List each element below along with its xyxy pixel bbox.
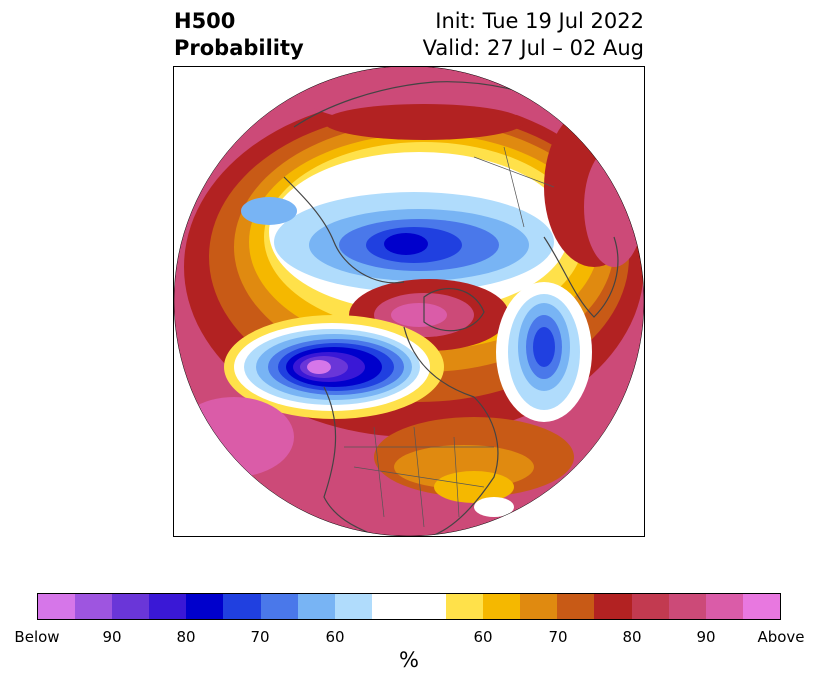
country-border — [503, 146, 525, 228]
colorbar-tick: 70 — [250, 628, 270, 646]
colorbar-tick: 90 — [696, 628, 716, 646]
colorbar-swatch — [75, 594, 113, 619]
colorbar-swatch — [668, 594, 706, 619]
state-border — [373, 426, 385, 518]
colorbar-tick: 80 — [176, 628, 196, 646]
colorbar-swatch — [557, 594, 595, 619]
colorbar-swatch — [112, 594, 150, 619]
colorbar-tick: 60 — [325, 628, 345, 646]
colorbar-swatch — [334, 594, 372, 619]
colorbar-swatch — [223, 594, 261, 619]
colorbar-tick: 80 — [622, 628, 642, 646]
alaska-low-core — [307, 360, 331, 374]
title-product: Probability — [174, 36, 304, 60]
colorbar-tick: 70 — [548, 628, 568, 646]
map-layers — [174, 67, 644, 536]
colorbar-tick: 60 — [473, 628, 493, 646]
political-borders — [344, 146, 555, 528]
title-variable: H500 — [174, 9, 236, 33]
greenland-coast — [423, 288, 485, 332]
colorbar-swatch — [446, 594, 484, 619]
arctic-coast — [283, 176, 405, 284]
colorbar-swatch — [742, 594, 780, 619]
state-border — [413, 426, 425, 528]
colorbar-swatch — [631, 594, 669, 619]
colorbar-swatch — [483, 594, 521, 619]
bering-low-secondary — [241, 197, 297, 225]
scandinavia-coast — [543, 236, 619, 318]
colorbar-swatch — [520, 594, 558, 619]
colorbar-swatch — [705, 594, 743, 619]
southeast-band — [434, 471, 514, 503]
north-american-west-coast — [323, 386, 375, 536]
valid-period: Valid: 27 Jul – 02 Aug — [422, 36, 644, 60]
north-american-east-coast — [403, 326, 499, 536]
colorbar-swatch — [38, 594, 76, 619]
colorbar-tick: Below — [14, 628, 60, 646]
chart-title-right: Init: Tue 19 Jul 2022 Valid: 27 Jul – 02… — [423, 8, 644, 62]
probability-map — [173, 66, 645, 537]
colorbar-unit-label: % — [399, 648, 419, 672]
arctic-low-core — [384, 233, 428, 255]
chart-title-left: H500 Probability — [174, 8, 304, 62]
polar-map-svg — [174, 67, 644, 536]
siberia-band — [324, 104, 524, 140]
colorbar-swatch — [149, 594, 187, 619]
pacific-high-core — [174, 397, 294, 477]
greenland-high-core — [391, 303, 447, 327]
southeast-neutral — [474, 497, 514, 517]
colorbar-swatch — [260, 594, 298, 619]
colorbar — [37, 593, 781, 620]
europe-high-core — [584, 147, 644, 267]
atlantic-low-core — [533, 327, 555, 367]
state-border — [453, 436, 460, 518]
colorbar-tick: 90 — [102, 628, 122, 646]
colorbar-swatch — [371, 594, 447, 619]
country-border — [473, 156, 555, 188]
init-time: Init: Tue 19 Jul 2022 — [435, 9, 644, 33]
colorbar-swatch — [297, 594, 335, 619]
colorbar-swatch — [186, 594, 224, 619]
colorbar-tick: Above — [757, 628, 805, 646]
colorbar-swatch — [594, 594, 632, 619]
